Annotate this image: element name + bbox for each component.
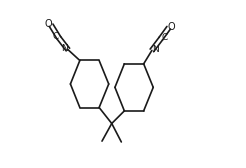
Text: O: O — [44, 19, 52, 29]
Text: O: O — [168, 22, 176, 32]
Text: C: C — [161, 33, 167, 42]
Text: N: N — [61, 44, 68, 53]
Text: C: C — [52, 32, 59, 41]
Text: N: N — [152, 45, 159, 54]
